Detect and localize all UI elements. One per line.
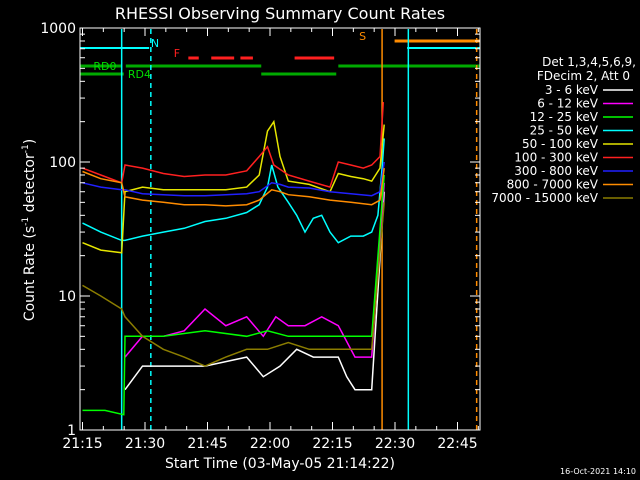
y-tick-label: 100	[49, 155, 76, 171]
series-line-9	[82, 202, 385, 367]
plot-frame	[79, 27, 481, 431]
legend-label: 7000 - 15000 keV	[491, 191, 598, 205]
x-tick-label: 22:45	[437, 436, 477, 452]
legend-label: 300 - 800 keV	[514, 164, 598, 178]
series-line-2	[124, 182, 385, 358]
x-tick-label: 22:00	[250, 436, 290, 452]
y-tick-label: 1	[67, 423, 76, 439]
series-line-7	[82, 161, 385, 197]
vertical-markers	[120, 29, 478, 430]
series-group	[82, 102, 385, 416]
flag-s-label: S	[359, 30, 366, 43]
x-tick-label: 22:15	[312, 436, 352, 452]
series-line-5	[82, 119, 385, 254]
legend-header-2: FDecim 2, Att 0	[537, 69, 630, 83]
x-tick-label: 22:30	[375, 436, 415, 452]
legend-label: 25 - 50 keV	[530, 124, 599, 138]
x-tick-label: 21:45	[187, 436, 227, 452]
legend-label: 12 - 25 keV	[530, 110, 599, 124]
footer-timestamp: 16-Oct-2021 14:10	[560, 467, 636, 476]
y-axis-label: Count Rate (s-1 detector-1)	[21, 139, 38, 321]
x-axis-label: Start Time (03-May-05 21:14:22)	[165, 456, 395, 472]
y-tick-label: 10	[58, 289, 76, 305]
series-line-6	[82, 102, 385, 189]
legend-header-1: Det 1,3,4,5,6,9,	[542, 55, 636, 69]
y-tick-label: 1000	[40, 21, 76, 37]
legend-label: 6 - 12 keV	[537, 97, 599, 111]
flag-rd4-label: RD4	[128, 68, 151, 81]
series-line-3	[82, 174, 385, 416]
flag-n-label: N	[151, 37, 159, 50]
series-line-4	[82, 138, 385, 244]
axes-group: 21:15 21:30 21:45 22:00 22:15 22:30 22:45 1 10 10…	[40, 21, 480, 452]
flag-bars: N F S RD0 RD4	[80, 30, 480, 81]
legend-label: 3 - 6 keV	[545, 83, 599, 97]
x-tick-label: 21:30	[125, 436, 165, 452]
legend-label: 50 - 100 keV	[522, 137, 599, 151]
flag-rd0-label: RD0	[93, 60, 116, 73]
series-line-1	[124, 191, 385, 391]
legend: Det 1,3,4,5,6,9, FDecim 2, Att 0 3 - 6 k…	[491, 55, 636, 205]
x-tick-label: 21:15	[62, 436, 102, 452]
flag-f-label: F	[174, 47, 180, 60]
legend-label: 100 - 300 keV	[514, 151, 598, 165]
legend-label: 800 - 7000 keV	[507, 178, 599, 192]
series-line-8	[82, 168, 385, 207]
chart-title: RHESSI Observing Summary Count Rates	[115, 4, 445, 23]
